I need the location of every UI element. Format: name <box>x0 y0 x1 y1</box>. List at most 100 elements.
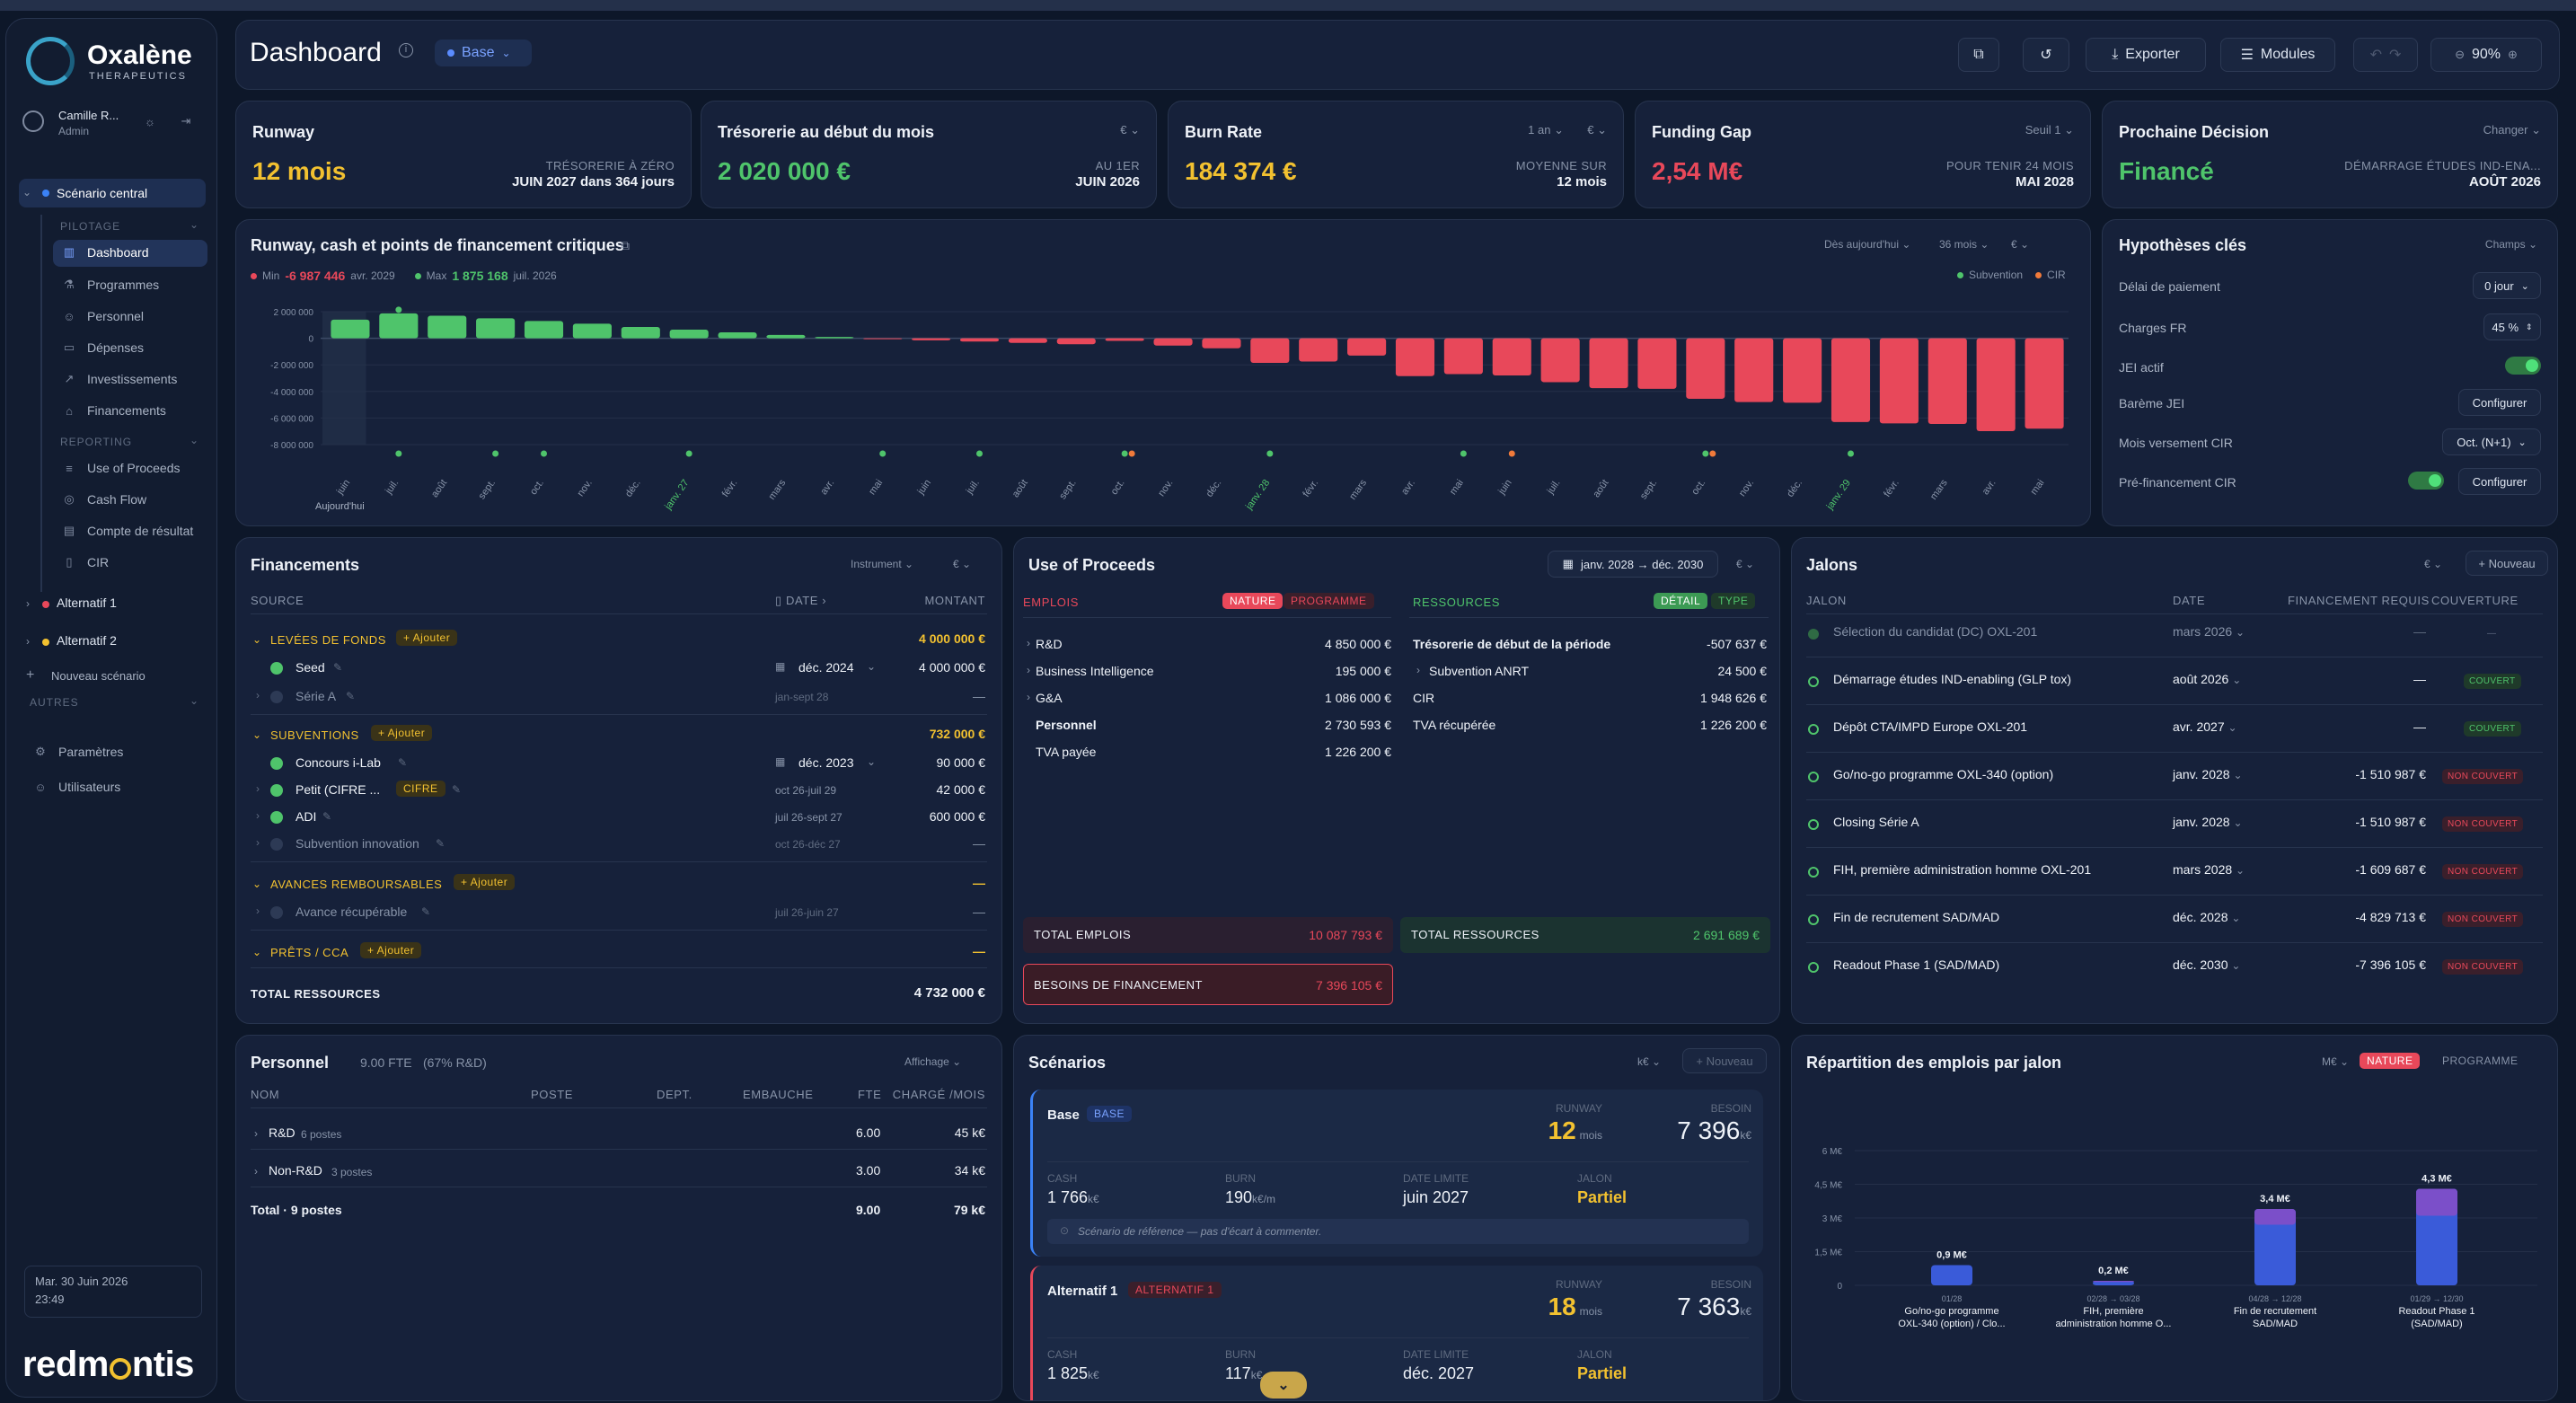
edit-icon[interactable]: ✎ <box>333 661 343 674</box>
jalon-date[interactable]: janv. 2028 ⌄ <box>2173 767 2243 781</box>
scenario-card-alt1[interactable]: Alternatif 1 ALTERNATIF 1 RUNWAY 18 mois… <box>1030 1266 1763 1400</box>
zoom-in-icon[interactable]: ⊕ <box>2508 48 2518 61</box>
chevron-down-icon[interactable]: ⌄ <box>190 694 199 707</box>
programme-tab[interactable]: PROGRAMME <box>2442 1054 2519 1067</box>
group-name[interactable]: Non-R&D <box>269 1163 322 1178</box>
edit-icon[interactable]: ✎ <box>421 905 431 918</box>
add-button[interactable]: + Ajouter <box>454 874 516 890</box>
copy-button[interactable]: ⧉ <box>1958 38 1999 72</box>
chevron-right-icon[interactable]: › <box>256 689 260 702</box>
nav-personnel[interactable]: ☺ Personnel <box>62 309 144 323</box>
edit-icon[interactable]: ✎ <box>346 690 356 702</box>
jalon-date[interactable]: janv. 2028 ⌄ <box>2173 815 2243 829</box>
jalon-name[interactable]: Go/no-go programme OXL-340 (option) <box>1833 767 2054 781</box>
bareme-configurer-button[interactable]: Configurer <box>2458 389 2541 416</box>
reset-button[interactable]: ↺ <box>2023 38 2069 72</box>
edit-icon[interactable]: ✎ <box>398 756 408 769</box>
unit-select[interactable]: M€ ⌄ <box>2322 1055 2350 1068</box>
nav-cash-flow[interactable]: ◎ Cash Flow <box>62 492 146 507</box>
chevron-down-icon[interactable]: ⌄ <box>190 218 199 231</box>
jalon-name[interactable]: Démarrage études IND-enabling (GLP tox) <box>1833 672 2072 686</box>
modules-button[interactable]: ☰ Modules <box>2220 38 2335 72</box>
chevron-right-icon[interactable]: › <box>26 597 30 610</box>
chevron-down-icon[interactable]: ⌄ <box>190 434 199 446</box>
jalon-date[interactable]: mars 2026 ⌄ <box>2173 624 2245 639</box>
item-date[interactable]: déc. 2024 <box>798 660 854 675</box>
nav-compte-resultat[interactable]: ▤ Compte de résultat <box>62 524 193 538</box>
scenario-alt1[interactable]: Alternatif 1 <box>57 596 117 610</box>
theme-toggle-icon[interactable]: ☼ <box>145 114 155 128</box>
jalon-date[interactable]: mars 2028 ⌄ <box>2173 862 2245 877</box>
range-months-select[interactable]: 36 mois ⌄ <box>1939 238 1989 251</box>
redo-icon[interactable]: ↷ <box>2389 48 2402 63</box>
chevron-down-icon[interactable]: ⌄ <box>252 728 262 741</box>
export-button[interactable]: ⤓ Exporter <box>2086 38 2206 72</box>
info-icon[interactable]: i <box>399 43 413 57</box>
unit-select[interactable]: € ⌄ <box>953 558 972 570</box>
scenario-alt2[interactable]: Alternatif 2 <box>57 633 117 648</box>
copy-icon[interactable]: ⧉ <box>621 238 630 252</box>
new-jalon-button[interactable]: + Nouveau <box>2466 551 2548 576</box>
undo-icon[interactable]: ↶ <box>2369 48 2382 63</box>
chevron-right-icon[interactable]: › <box>256 836 260 849</box>
chevron-down-icon[interactable]: ⌄ <box>867 660 877 673</box>
fields-select[interactable]: Champs ⌄ <box>2484 238 2537 251</box>
edit-icon[interactable]: ✎ <box>436 837 446 850</box>
chevron-down-icon[interactable]: ⌄ <box>252 878 262 890</box>
zoom-control[interactable]: ⊖ 90% ⊕ <box>2430 38 2542 72</box>
cir-month-select[interactable]: Oct. (N+1) ⌄ <box>2442 428 2541 455</box>
nav-financements[interactable]: ⌂ Financements <box>62 403 166 418</box>
unit-select[interactable]: € ⌄ <box>1120 123 1140 137</box>
range-from-select[interactable]: Dès aujourd'hui ⌄ <box>1824 238 1911 251</box>
add-button[interactable]: + Ajouter <box>396 630 458 646</box>
display-select[interactable]: Affichage ⌄ <box>904 1055 962 1068</box>
new-scenario-button[interactable]: Nouveau scénario <box>51 669 146 683</box>
jalon-name[interactable]: Closing Série A <box>1833 815 1919 829</box>
prefinancement-toggle[interactable] <box>2408 472 2444 490</box>
threshold-select[interactable]: Seuil 1 ⌄ <box>2025 123 2074 137</box>
unit-select[interactable]: € ⌄ <box>2424 558 2443 570</box>
logout-icon[interactable]: ⇥ <box>181 114 191 128</box>
chevron-right-icon[interactable]: › <box>1027 691 1030 703</box>
chevron-right-icon[interactable]: › <box>1027 637 1030 649</box>
scenario-card-base[interactable]: Base BASE RUNWAY 12 mois BESOIN 7 396k€ … <box>1030 1090 1763 1257</box>
chevron-right-icon[interactable]: › <box>1027 664 1030 676</box>
instrument-select[interactable]: Instrument ⌄ <box>851 558 914 570</box>
nav-investissements[interactable]: ↗ Investissements <box>62 372 178 386</box>
zoom-out-icon[interactable]: ⊖ <box>2455 48 2465 61</box>
nature-tab[interactable]: NATURE <box>2360 1053 2421 1069</box>
jalon-name[interactable]: Readout Phase 1 (SAD/MAD) <box>1833 957 2000 972</box>
jalon-date[interactable]: avr. 2027 ⌄ <box>2173 719 2237 734</box>
jalon-date[interactable]: déc. 2028 ⌄ <box>2173 910 2240 924</box>
edit-icon[interactable]: ✎ <box>322 810 332 823</box>
chevron-right-icon[interactable]: › <box>256 782 260 795</box>
edit-icon[interactable]: ✎ <box>452 783 462 796</box>
prefinancement-configurer-button[interactable]: Configurer <box>2458 468 2541 495</box>
unit-select[interactable]: k€ ⌄ <box>1637 1055 1662 1068</box>
nature-tab[interactable]: NATURE <box>1222 593 1284 609</box>
jalon-name[interactable]: FIH, première administration homme OXL-2… <box>1833 862 2092 877</box>
nav-depenses[interactable]: ▭ Dépenses <box>62 340 144 355</box>
col-date[interactable]: ▯ DATE › <box>775 594 827 607</box>
nav-parametres[interactable]: ⚙ Paramètres <box>33 745 123 759</box>
chevron-right-icon[interactable]: › <box>1416 664 1420 676</box>
scenario-badge[interactable]: Base ⌄ <box>435 40 532 66</box>
jalon-date[interactable]: déc. 2030 ⌄ <box>2173 957 2240 972</box>
nav-utilisateurs[interactable]: ☺ Utilisateurs <box>33 780 120 794</box>
change-select[interactable]: Changer ⌄ <box>2483 123 2541 137</box>
jalon-date[interactable]: août 2026 ⌄ <box>2173 672 2241 686</box>
period-select[interactable]: 1 an ⌄ <box>1528 123 1564 137</box>
chevron-down-icon[interactable]: ⌄ <box>867 755 877 768</box>
nav-dashboard[interactable]: ▥ Dashboard <box>62 245 149 260</box>
delai-select[interactable]: 0 jour ⌄ <box>2473 272 2541 299</box>
chevron-right-icon[interactable]: › <box>26 635 30 648</box>
chevron-down-icon[interactable]: ⌄ <box>252 946 262 958</box>
item-date[interactable]: déc. 2023 <box>798 755 854 770</box>
nav-use-of-proceeds[interactable]: ≡ Use of Proceeds <box>62 461 180 475</box>
detail-tab[interactable]: DÉTAIL <box>1654 593 1708 609</box>
scroll-down-button[interactable]: ⌄ <box>1260 1372 1307 1399</box>
add-button[interactable]: + Ajouter <box>371 725 433 741</box>
programme-tab[interactable]: PROGRAMME <box>1284 593 1374 609</box>
nav-dashboard-active[interactable] <box>53 240 207 267</box>
unit-select[interactable]: € ⌄ <box>1736 558 1755 570</box>
